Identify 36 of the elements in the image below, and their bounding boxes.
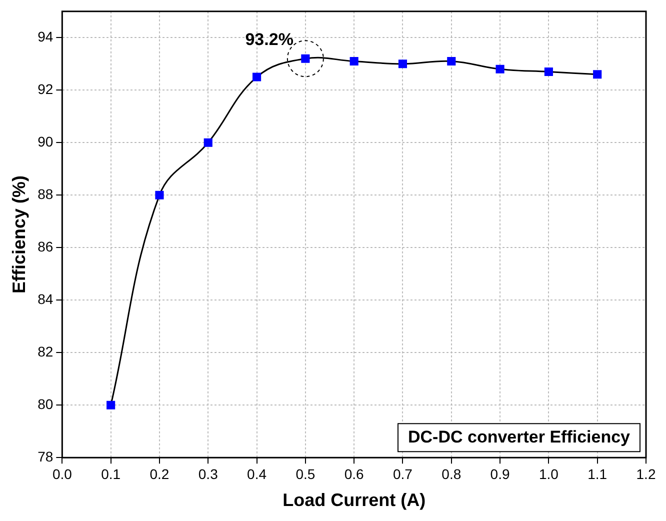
y-tick-label: 94 [38,28,54,45]
x-tick-label: 0.3 [198,466,218,482]
x-axis-title: Load Current (A) [282,490,426,510]
y-tick-label: 78 [38,448,54,464]
y-tick-label: 82 [38,343,54,360]
y-axis-title: Efficiency (%) [8,175,29,294]
point [252,72,262,82]
point [106,400,116,410]
y-tick-label: 88 [38,186,54,202]
x-tick-label: 0.9 [490,466,510,482]
x-tick-label: 1.2 [636,466,656,482]
point [204,138,212,147]
y-tick-label: 80 [38,396,54,412]
x-tick-label: 0.1 [101,466,121,482]
point [496,64,504,74]
x-tick-label: 1.1 [588,466,608,482]
annotation: 93.2% [245,30,294,49]
y-tick-label: 92 [38,81,54,97]
y-tick-label: 90 [38,133,54,150]
x-tick-label: 0.0 [52,466,72,482]
annotation: DC-DC converter Efficiency [408,427,631,446]
y-tick-label: 86 [38,238,54,254]
x-tick-label: 0.6 [344,466,364,482]
x-tick-label: 0.2 [150,466,170,482]
x-tick-label: 0.4 [247,466,267,482]
x-tick-label: 1.0 [538,466,559,482]
point [350,56,358,66]
point [544,67,553,76]
point [447,56,456,66]
point [155,190,164,200]
x-tick-label: 0.7 [393,466,413,482]
x-tick-label: 0.5 [296,466,316,482]
y-tick-label: 84 [38,290,54,307]
x-tick-label: 0.8 [442,466,462,482]
point [593,70,602,79]
point [398,60,408,68]
